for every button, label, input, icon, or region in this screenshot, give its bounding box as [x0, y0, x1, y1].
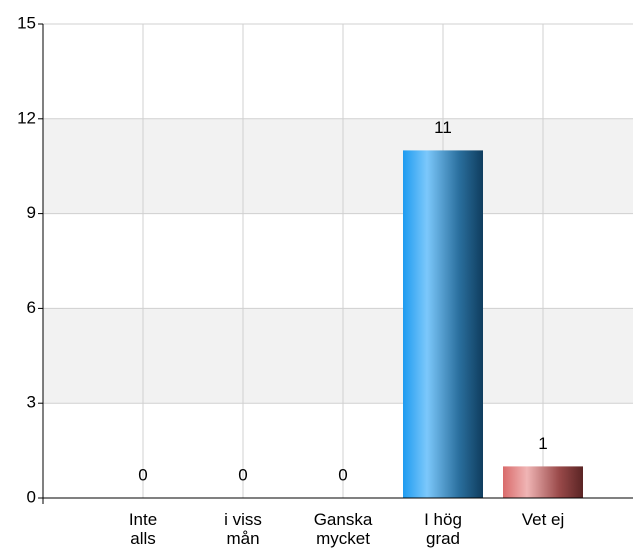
- y-tick-label: 9: [27, 203, 36, 222]
- y-tick-label: 6: [27, 298, 36, 317]
- value-label: 11: [434, 118, 452, 137]
- grid-band: [43, 118, 633, 214]
- value-label: 0: [138, 465, 147, 484]
- value-label: 0: [338, 465, 347, 484]
- y-tick-label: 0: [27, 487, 36, 506]
- x-tick-label: Vet ej: [522, 510, 565, 529]
- y-tick-label: 12: [17, 108, 36, 127]
- bar: [503, 466, 583, 498]
- x-tick-label: i viss mån: [224, 510, 262, 548]
- x-tick-label: I hög grad: [424, 510, 462, 548]
- grid-band: [43, 308, 633, 404]
- x-tick-label: Inte alls: [129, 510, 157, 548]
- y-tick-label: 15: [17, 13, 36, 32]
- y-tick-label: 3: [27, 393, 36, 412]
- value-label: 0: [238, 465, 247, 484]
- bar: [403, 150, 483, 498]
- x-tick-label: Ganska mycket: [314, 510, 373, 548]
- value-label: 1: [538, 434, 547, 453]
